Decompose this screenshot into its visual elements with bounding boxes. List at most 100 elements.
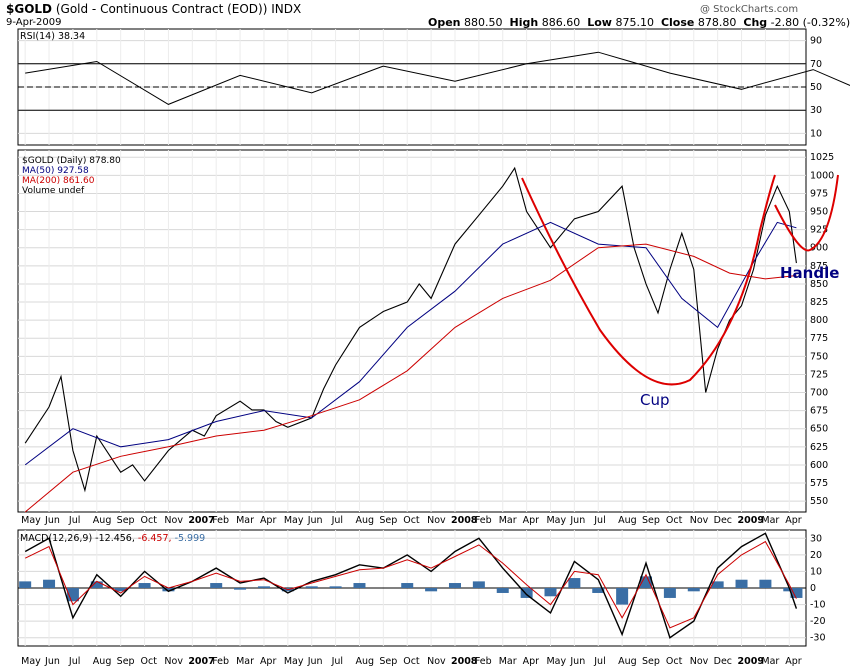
macd-hist-bar	[305, 586, 318, 588]
x-tick-label: Apr	[785, 656, 802, 667]
macd-hist-bar	[544, 588, 557, 597]
y-tick-label: 675	[810, 406, 828, 417]
panel-frame	[17, 149, 807, 513]
legend-item-2: MA(200) 861.60	[22, 176, 95, 186]
rsi-title: RSI(14) 38.34	[20, 31, 85, 42]
x-tick-label: Mar	[761, 515, 779, 526]
y-tick-label: 950	[810, 207, 828, 218]
y-tick-label: -10	[810, 600, 826, 611]
x-tick-label: Jul	[331, 515, 343, 526]
x-tick-label: Apr	[260, 656, 277, 667]
x-tick-label: 2009	[738, 656, 764, 667]
cup-arc	[521, 174, 776, 386]
x-tick-label: Feb	[212, 515, 229, 526]
x-tick-label: Jun	[569, 515, 585, 526]
macd-hist-bar	[329, 586, 342, 588]
rsi-panel: 10 30 50 70 90 RSI(14) 38.34	[17, 28, 850, 146]
x-tick-label: Jul	[68, 515, 80, 526]
x-tick-label: Feb	[475, 656, 492, 667]
x-tick-label: Aug	[355, 515, 374, 526]
x-tick-label: Apr	[523, 515, 540, 526]
y-tick-label: 600	[810, 460, 828, 471]
macd-hist-bar	[687, 588, 700, 592]
y-tick-label: 925	[810, 225, 828, 236]
x-tick-label: May	[284, 515, 304, 526]
x-tick-label: Jun	[44, 656, 60, 667]
x-tick-label: Sep	[642, 515, 660, 526]
x-tick-label: Dec	[714, 515, 732, 526]
chart-date: 9-Apr-2009	[6, 17, 62, 28]
y-tick-label: 30	[810, 105, 822, 116]
y-tick-label: -20	[810, 616, 826, 627]
x-tick-label: Jun	[569, 656, 585, 667]
macd-hist-bar	[234, 588, 247, 590]
x-tick-label: Nov	[690, 515, 709, 526]
y-tick-label: 900	[810, 243, 828, 254]
x-tick-label: Oct	[141, 515, 158, 526]
macd-hist-bar	[568, 578, 581, 588]
y-tick-label: 550	[810, 496, 828, 507]
x-tick-label: Nov	[427, 656, 446, 667]
macd-hist-bar	[448, 583, 461, 588]
macd-hist-bar	[711, 581, 724, 588]
macd-hist-bar	[210, 583, 223, 588]
y-tick-label: 70	[810, 59, 822, 70]
macd-hist-bar	[43, 579, 56, 588]
y-tick-label: 575	[810, 478, 828, 489]
x-tick-label: Sep	[117, 656, 135, 667]
x-tick-label: Nov	[690, 656, 709, 667]
x-tick-label: Aug	[355, 656, 374, 667]
macd-hist-bar	[401, 583, 414, 588]
x-tick-label: May	[21, 656, 41, 667]
x-tick-label: Apr	[260, 515, 277, 526]
x-tick-label: Aug	[93, 656, 112, 667]
x-tick-label: Feb	[475, 515, 492, 526]
macd-line	[24, 532, 798, 639]
macd-hist-bar	[257, 586, 270, 588]
macd-hist-bar	[640, 576, 653, 588]
x-tick-label: Mar	[499, 515, 517, 526]
macd-hist-bar	[90, 581, 103, 588]
x-tick-label: 2008	[451, 656, 478, 667]
macd-hist-bar	[616, 588, 629, 605]
exchange: INDX	[271, 2, 302, 16]
y-tick-label: 1025	[810, 152, 834, 163]
macd-hist-bar	[138, 583, 151, 588]
x-tick-label: Sep	[642, 656, 660, 667]
x-tick-label: Nov	[427, 515, 446, 526]
x-tick-label: May	[546, 656, 566, 667]
macd-hist-bar	[19, 581, 32, 588]
x-tick-label: Jul	[331, 656, 343, 667]
signal-line	[24, 540, 797, 629]
x-tick-label: May	[284, 656, 304, 667]
x-tick-label: Mar	[236, 656, 254, 667]
y-tick-label: 775	[810, 333, 828, 344]
macd-panel: -30 -20 -10 0 10 20 30 MACD(12,26,9) -12.456, -…	[17, 529, 826, 647]
cup-label: Cup	[640, 391, 670, 409]
x-tick-label: Sep	[117, 515, 135, 526]
macd-hist-bar	[790, 588, 803, 598]
y-tick-label: 10	[810, 566, 822, 577]
chart-title: $GOLD (Gold - Continuous Contract (EOD))…	[6, 2, 301, 16]
x-tick-label: Aug	[618, 656, 637, 667]
macd-hist-bar	[353, 583, 366, 588]
y-tick-label: 725	[810, 369, 828, 380]
macd-hist-bar	[114, 588, 127, 592]
x-tick-label: Nov	[164, 515, 183, 526]
x-tick-label: Feb	[212, 656, 229, 667]
x-tick-label: Jul	[593, 515, 605, 526]
x-tick-label: Apr	[523, 656, 540, 667]
x-tick-label: Jun	[307, 656, 323, 667]
instrument-name: (Gold - Continuous Contract (EOD))	[55, 2, 268, 16]
gold-price-line	[24, 166, 797, 493]
y-tick-label: 850	[810, 279, 828, 290]
x-tick-label: Jul	[593, 656, 605, 667]
y-tick-label: 825	[810, 297, 828, 308]
y-tick-label: 650	[810, 424, 828, 435]
ma200-line	[24, 243, 797, 513]
x-tick-label: Mar	[499, 656, 517, 667]
macd-hist-bar	[663, 588, 676, 598]
symbol: $GOLD	[6, 2, 53, 16]
